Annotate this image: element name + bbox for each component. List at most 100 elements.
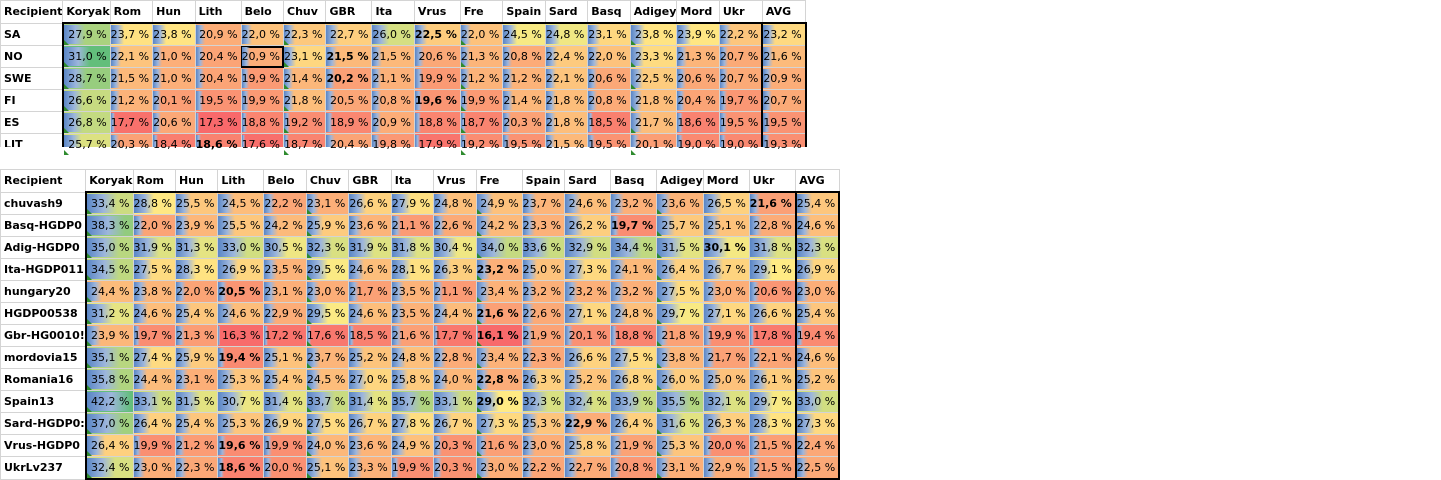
- data-cell[interactable]: 27,5 %: [656, 280, 704, 303]
- data-cell[interactable]: 20,9 %: [194, 22, 242, 46]
- data-cell[interactable]: 18,8 %: [413, 111, 461, 134]
- data-cell[interactable]: 24,5 %: [305, 368, 350, 391]
- data-cell[interactable]: 20,6 %: [676, 67, 720, 90]
- data-cell[interactable]: 25,5 %: [174, 191, 219, 215]
- data-cell[interactable]: 21,4 %: [283, 67, 327, 90]
- data-cell[interactable]: 27,3 %: [794, 412, 841, 435]
- data-cell[interactable]: 19,9 %: [240, 67, 285, 90]
- data-cell[interactable]: 17,3 %: [194, 111, 242, 134]
- data-cell[interactable]: 22,6 %: [521, 302, 566, 325]
- data-cell[interactable]: 23,6 %: [348, 214, 392, 237]
- data-cell[interactable]: 29,7 %: [656, 302, 704, 325]
- data-cell[interactable]: 17,8 %: [748, 324, 797, 347]
- data-cell[interactable]: 21,2 %: [174, 434, 219, 457]
- data-cell[interactable]: 19,4 %: [217, 346, 265, 369]
- data-cell[interactable]: 20,1 %: [564, 324, 612, 347]
- column-header-basq[interactable]: Basq: [587, 0, 631, 24]
- data-cell[interactable]: 24,6 %: [132, 302, 176, 325]
- data-cell[interactable]: 22,0 %: [587, 45, 631, 68]
- row-label[interactable]: hungary20: [0, 280, 87, 303]
- data-cell[interactable]: 35,1 %: [84, 346, 134, 369]
- column-header-vrus[interactable]: Vrus: [433, 169, 477, 193]
- data-cell[interactable]: 25,4 %: [174, 302, 219, 325]
- data-cell[interactable]: 23,9 %: [84, 324, 134, 347]
- row-label[interactable]: Romania16: [0, 368, 87, 391]
- data-cell[interactable]: 35,0 %: [84, 236, 134, 259]
- data-cell[interactable]: 20,4 %: [194, 67, 242, 90]
- data-cell[interactable]: 30,7 %: [217, 390, 265, 413]
- column-header-fre[interactable]: Fre: [459, 0, 504, 24]
- column-header-recipient[interactable]: Recipient: [0, 0, 64, 24]
- data-cell[interactable]: 22,1 %: [544, 67, 589, 90]
- data-cell[interactable]: 21,6 %: [390, 324, 435, 347]
- data-cell[interactable]: 28,7 %: [61, 67, 111, 90]
- data-cell[interactable]: 28,3 %: [748, 412, 797, 435]
- data-cell[interactable]: 31,5 %: [174, 390, 219, 413]
- data-cell[interactable]: 29,7 %: [748, 390, 797, 413]
- data-cell[interactable]: 21,8 %: [629, 89, 678, 112]
- data-cell[interactable]: 21,7 %: [629, 111, 678, 134]
- data-cell[interactable]: 25,7 %: [656, 214, 704, 237]
- data-cell[interactable]: 20,0 %: [263, 456, 307, 480]
- data-cell[interactable]: 26,6 %: [748, 302, 797, 325]
- data-cell[interactable]: 22,0 %: [132, 214, 176, 237]
- data-cell[interactable]: 27,3 %: [564, 258, 612, 281]
- column-header-spain[interactable]: Spain: [521, 169, 566, 193]
- data-cell[interactable]: 26,9 %: [217, 258, 265, 281]
- row-label[interactable]: Spain13: [0, 390, 87, 413]
- data-cell[interactable]: 20,2 %: [325, 67, 373, 90]
- data-cell[interactable]: 22,5 %: [794, 456, 841, 480]
- data-cell[interactable]: 17,9 %: [413, 133, 461, 157]
- data-cell[interactable]: 22,3 %: [174, 456, 219, 480]
- column-header-hun[interactable]: Hun: [174, 169, 219, 193]
- data-cell[interactable]: 22,2 %: [521, 456, 566, 480]
- data-cell[interactable]: 19,0 %: [676, 133, 720, 157]
- data-cell[interactable]: 31,0 %: [61, 45, 111, 68]
- data-cell[interactable]: 26,3 %: [433, 258, 477, 281]
- data-cell[interactable]: 20,7 %: [761, 89, 807, 112]
- column-header-belo[interactable]: Belo: [263, 169, 307, 193]
- data-cell[interactable]: 26,6 %: [564, 346, 612, 369]
- data-cell[interactable]: 29,5 %: [305, 258, 350, 281]
- data-cell[interactable]: 22,7 %: [325, 22, 373, 46]
- data-cell[interactable]: 20,5 %: [325, 89, 373, 112]
- data-cell[interactable]: 21,8 %: [544, 89, 589, 112]
- data-cell[interactable]: 19,9 %: [240, 89, 285, 112]
- data-cell[interactable]: 33,0 %: [794, 390, 841, 413]
- data-cell[interactable]: 27,5 %: [132, 258, 176, 281]
- data-cell[interactable]: 26,3 %: [702, 412, 750, 435]
- data-cell[interactable]: 21,7 %: [702, 346, 750, 369]
- data-cell[interactable]: 25,9 %: [174, 346, 219, 369]
- data-cell[interactable]: 23,8 %: [132, 280, 176, 303]
- data-cell[interactable]: 26,9 %: [794, 258, 841, 281]
- data-cell[interactable]: 22,9 %: [702, 456, 750, 480]
- data-cell[interactable]: 19,9 %: [390, 456, 435, 480]
- data-cell[interactable]: 22,9 %: [263, 302, 307, 325]
- data-cell[interactable]: 31,6 %: [656, 412, 704, 435]
- data-cell[interactable]: 26,0 %: [656, 368, 704, 391]
- data-cell[interactable]: 22,0 %: [459, 22, 504, 46]
- data-cell[interactable]: 33,9 %: [610, 390, 658, 413]
- data-cell[interactable]: 26,8 %: [610, 368, 658, 391]
- data-cell[interactable]: 19,9 %: [459, 89, 504, 112]
- data-cell[interactable]: 26,3 %: [521, 368, 566, 391]
- data-cell[interactable]: 22,4 %: [794, 434, 841, 457]
- data-cell[interactable]: 21,8 %: [544, 111, 589, 134]
- data-cell[interactable]: 17,7 %: [109, 111, 154, 134]
- data-cell[interactable]: 35,5 %: [656, 390, 704, 413]
- row-label[interactable]: NO: [0, 45, 64, 68]
- data-cell[interactable]: 19,9 %: [132, 434, 176, 457]
- data-cell[interactable]: 24,4 %: [84, 280, 134, 303]
- data-cell[interactable]: 23,7 %: [109, 22, 154, 46]
- data-cell[interactable]: 23,3 %: [521, 214, 566, 237]
- column-header-basq[interactable]: Basq: [610, 169, 658, 193]
- data-cell[interactable]: 23,2 %: [564, 280, 612, 303]
- data-cell[interactable]: 20,6 %: [413, 45, 461, 68]
- data-cell[interactable]: 23,0 %: [132, 456, 176, 480]
- data-cell[interactable]: 27,9 %: [61, 22, 111, 46]
- data-cell[interactable]: 25,8 %: [390, 368, 435, 391]
- data-cell[interactable]: 20,5 %: [217, 280, 265, 303]
- data-cell[interactable]: 24,1 %: [610, 258, 658, 281]
- data-cell[interactable]: 23,0 %: [305, 280, 350, 303]
- data-cell[interactable]: 25,4 %: [794, 191, 841, 215]
